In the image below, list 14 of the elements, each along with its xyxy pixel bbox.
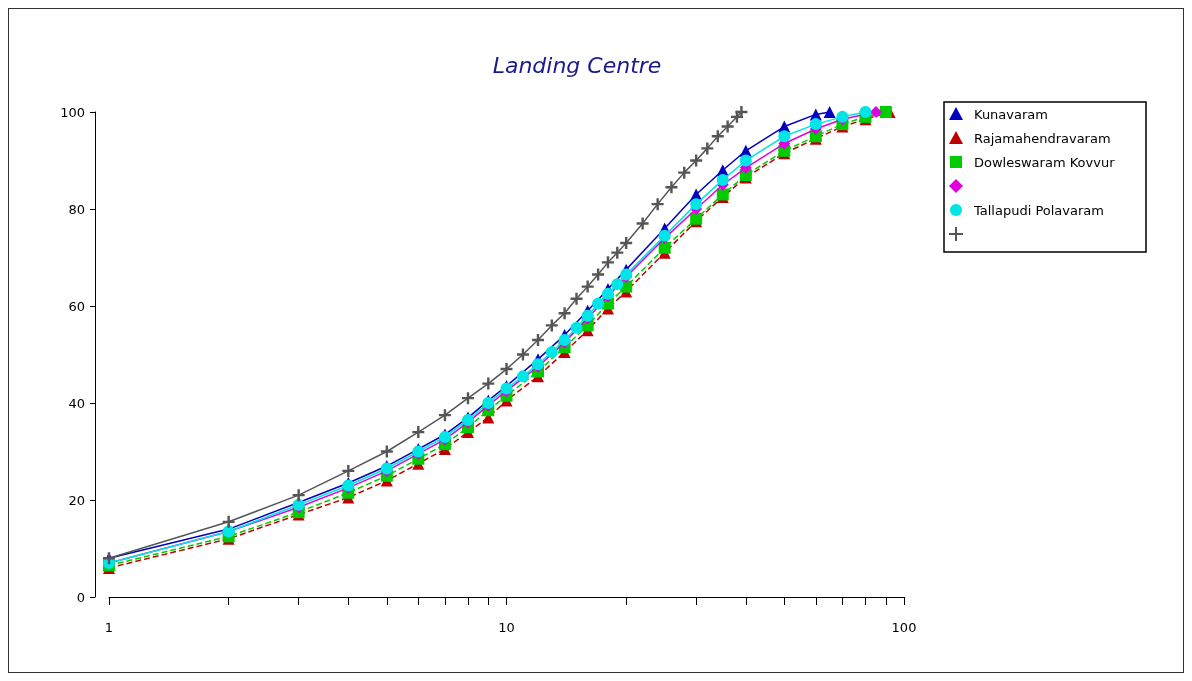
chart-title: Landing Centre [492,52,662,78]
y-tick-label: 80 [68,201,85,217]
legend-label: Tallapudi Polavaram [973,202,1104,218]
x-tick-label: 10 [498,620,515,635]
y-tick-label: 20 [68,492,85,508]
legend-label: Kunavaram [974,106,1048,122]
legend-label: Rajamahendravaram [974,130,1111,146]
y-tick-label: 40 [68,395,85,411]
y-tick-label: 100 [60,104,85,120]
legend-label: Dowleswaram Kovvur [974,154,1116,170]
y-tick-label: 0 [76,589,85,605]
x-tick-label: 100 [891,620,917,635]
x-tick-label: 1 [104,620,114,635]
y-tick-label: 60 [68,298,85,314]
